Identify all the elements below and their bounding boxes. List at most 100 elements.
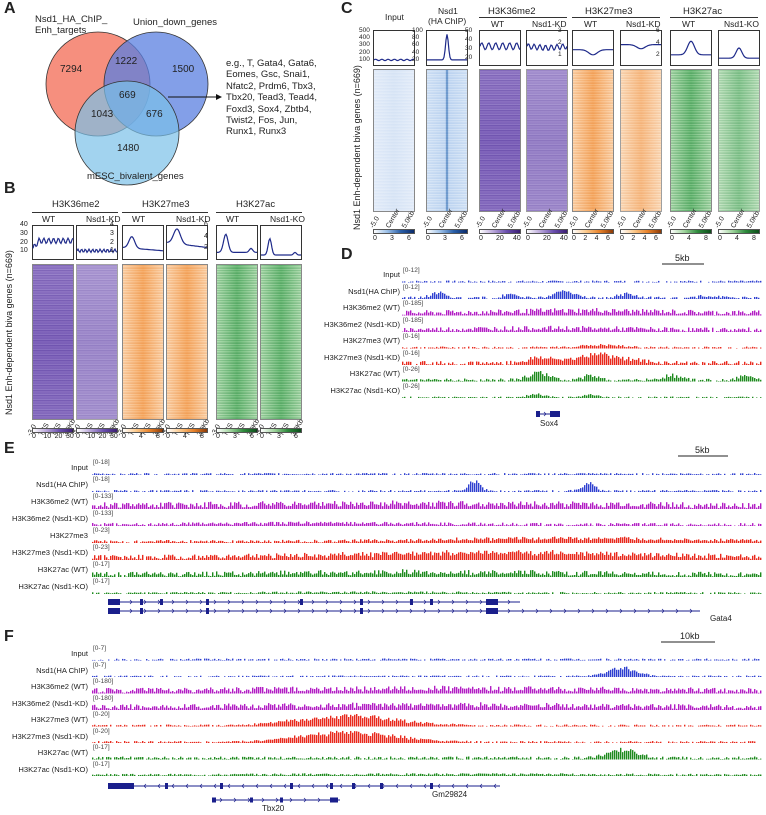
gene-exon bbox=[160, 599, 163, 605]
track-range: [0-17] bbox=[93, 760, 110, 768]
panel-c-heatmap bbox=[620, 69, 662, 212]
gene-direction-chevron bbox=[353, 608, 357, 614]
gene-exon bbox=[140, 599, 143, 605]
panel-c-cbar-tick: 4 bbox=[735, 235, 739, 242]
gene-direction-chevron bbox=[339, 608, 343, 614]
panel-b-cond-label: Nsd1-KD bbox=[86, 214, 121, 224]
track-signal bbox=[402, 308, 762, 316]
panel-c-profile bbox=[572, 30, 614, 66]
scale-bar-label: 5kb bbox=[675, 253, 690, 263]
panel-c-profile-line bbox=[479, 42, 521, 51]
panel-b-letter: B bbox=[4, 180, 16, 197]
panel-c-profile bbox=[426, 30, 468, 66]
gene-exon bbox=[206, 608, 209, 614]
track-range: [0-26] bbox=[403, 366, 420, 373]
panel-c-colorbar bbox=[526, 229, 568, 234]
panel-c-heatmap bbox=[718, 69, 760, 212]
track-signal bbox=[92, 550, 762, 560]
track-signal bbox=[92, 591, 762, 594]
panel-c-ytick: 500 bbox=[359, 27, 370, 34]
gene-direction-chevron bbox=[297, 608, 301, 614]
panel-b-heatmap bbox=[32, 264, 74, 420]
track-signal bbox=[92, 702, 762, 710]
track-range: [0-16] bbox=[403, 349, 420, 357]
track-signal bbox=[92, 480, 762, 492]
gene-direction-chevron bbox=[395, 783, 399, 789]
venn-label-union-down: Union_down_genes bbox=[133, 17, 217, 28]
panel-b-cbar-tick: 8 bbox=[156, 433, 160, 440]
gene-exon bbox=[410, 599, 413, 605]
panel-c-profile-line bbox=[671, 40, 711, 56]
track-signal bbox=[92, 473, 762, 475]
panel-b-ytick: 4 bbox=[204, 232, 208, 240]
track-label: H3K27me3 (Nsd1-KD) bbox=[324, 352, 400, 362]
gene-direction-chevron bbox=[493, 783, 497, 789]
gene-exon bbox=[430, 783, 433, 789]
gene-direction-chevron bbox=[339, 599, 343, 605]
track-range: [0-133] bbox=[93, 510, 114, 517]
panel-b-ytick: 2 bbox=[204, 244, 208, 252]
gene-exon bbox=[550, 411, 560, 417]
panel-c-heatmap bbox=[426, 69, 468, 212]
panel-b-cond-label: WT bbox=[226, 214, 240, 224]
venn-count-nsd1-bivalent: 1043 bbox=[91, 109, 114, 120]
panel-c-profile bbox=[620, 30, 662, 66]
panel-c-col-title: Nsd1-KO bbox=[724, 19, 759, 29]
gene-exon bbox=[360, 599, 363, 605]
gene-direction-chevron bbox=[493, 599, 497, 605]
panel-c-profile-svg bbox=[719, 47, 759, 59]
gene-direction-chevron bbox=[269, 599, 273, 605]
track-range: [0-23] bbox=[93, 527, 110, 534]
gene-direction-chevron bbox=[437, 599, 441, 605]
gene-direction-chevron bbox=[157, 783, 161, 789]
panel-c-ytick: 2 bbox=[656, 51, 660, 58]
panel-c-col-title: WT bbox=[584, 19, 598, 29]
gene-name-label: Gata4 bbox=[710, 614, 732, 623]
gene-direction-chevron bbox=[247, 797, 251, 803]
gene-exon bbox=[108, 608, 120, 614]
gene-direction-chevron bbox=[543, 411, 547, 417]
gene-direction-chevron bbox=[689, 608, 693, 614]
track-range: [0-17] bbox=[93, 578, 110, 585]
gene-direction-chevron bbox=[213, 608, 217, 614]
track-range: [0-18] bbox=[93, 459, 110, 466]
gene-name-label: Sox4 bbox=[540, 419, 559, 428]
venn-count-union-bivalent: 676 bbox=[146, 109, 163, 120]
panel-b-profile-svg bbox=[122, 236, 164, 252]
panel-c-cbar-tick: 20 bbox=[543, 235, 551, 242]
gene-direction-chevron bbox=[171, 608, 175, 614]
gene-direction-chevron bbox=[115, 599, 119, 605]
gene-direction-chevron bbox=[451, 608, 455, 614]
panel-c-group-rule bbox=[572, 17, 660, 18]
panel-c-ytick: 30 bbox=[465, 45, 473, 52]
gene-direction-chevron bbox=[255, 608, 259, 614]
panel-b-cond-label: Nsd1-KD bbox=[176, 214, 211, 224]
gene-direction-chevron bbox=[171, 783, 175, 789]
panel-b-ytick: 10 bbox=[20, 247, 28, 255]
gene-direction-chevron bbox=[185, 599, 189, 605]
track-label: H3K27me3 (WT) bbox=[343, 336, 400, 345]
gene-exon bbox=[430, 599, 433, 605]
panel-b-ytick: 20 bbox=[20, 238, 28, 246]
gene-exon bbox=[165, 783, 168, 789]
panel-b-cond-label: Nsd1-KO bbox=[270, 214, 305, 224]
panel-c-ytick: 60 bbox=[412, 41, 420, 49]
panel-b-group-rule bbox=[122, 212, 208, 213]
track-label: H3K27ac (WT) bbox=[37, 748, 88, 757]
scale-bar-label: 10kb bbox=[680, 631, 700, 641]
panel-c-profile-line bbox=[719, 47, 759, 59]
panel-b-cbar-tick: 3 bbox=[277, 433, 281, 440]
panel-b-cbar-tick: 30 bbox=[110, 433, 118, 440]
panel-e-letter: E bbox=[4, 440, 15, 457]
gene-direction-chevron bbox=[143, 783, 147, 789]
panel-b-profile bbox=[260, 225, 302, 260]
gene-direction-chevron bbox=[633, 608, 637, 614]
gene-direction-chevron bbox=[563, 608, 567, 614]
gene-direction-chevron bbox=[437, 783, 441, 789]
gene-direction-chevron bbox=[297, 599, 301, 605]
panel-c-cbar-tick: 0 bbox=[718, 235, 722, 242]
gene-direction-chevron bbox=[283, 599, 287, 605]
panel-c-profile-line bbox=[427, 34, 467, 61]
panel-b-cbar-tick: 6 bbox=[250, 433, 254, 440]
